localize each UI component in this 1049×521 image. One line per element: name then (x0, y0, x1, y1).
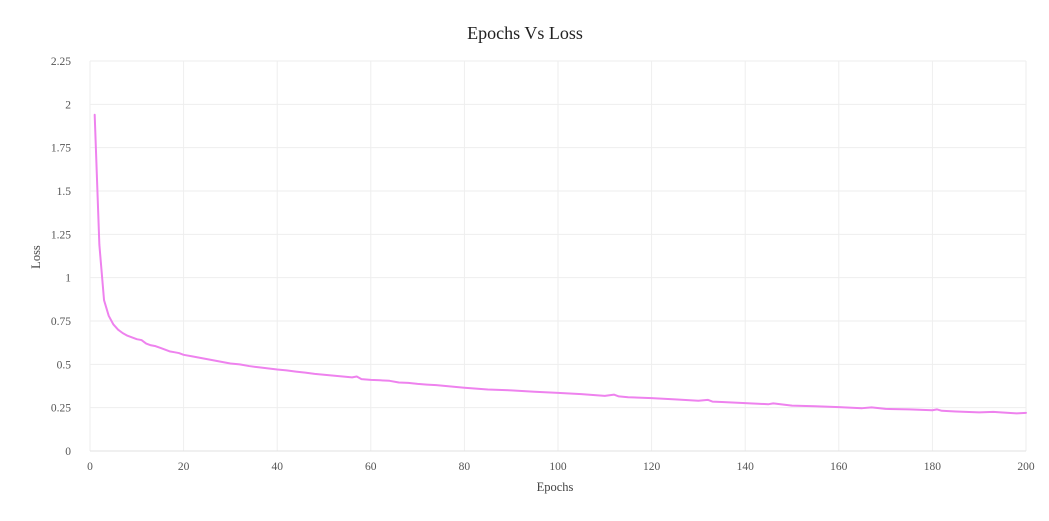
x-tick-label: 160 (830, 461, 848, 473)
x-tick-label: 0 (87, 461, 93, 473)
x-tick-label: 120 (643, 461, 661, 473)
x-tick-label: 60 (365, 461, 377, 473)
x-axis-title: Epochs (537, 480, 574, 494)
chart-title: Epochs Vs Loss (467, 23, 583, 43)
x-tick-label: 140 (737, 461, 755, 473)
y-axis-title: Loss (29, 245, 43, 269)
y-tick-label: 1.25 (51, 229, 71, 241)
x-tick-label: 200 (1017, 461, 1035, 473)
y-tick-label: 1 (65, 273, 71, 285)
x-tick-label: 100 (549, 461, 567, 473)
y-tick-label: 0.5 (57, 359, 72, 371)
x-tick-label: 180 (924, 461, 942, 473)
y-axis-tick-labels: 0 0.25 0.5 0.75 1 1.25 1.5 1.75 2 2.25 (51, 56, 71, 458)
y-tick-label: 0.75 (51, 316, 71, 328)
y-tick-label: 0 (65, 446, 71, 458)
y-tick-label: 0.25 (51, 403, 71, 415)
x-tick-label: 40 (271, 461, 283, 473)
loss-series-line (93, 113, 1027, 415)
x-axis-tick-labels: 0 20 40 60 80 100 120 140 160 180 200 (87, 461, 1035, 473)
x-tick-label: 20 (178, 461, 190, 473)
series-layer (93, 113, 1027, 415)
y-tick-label: 2.25 (51, 56, 71, 68)
y-tick-label: 1.75 (51, 143, 71, 155)
y-tick-label: 2 (65, 99, 71, 111)
x-tick-label: 80 (459, 461, 471, 473)
y-tick-label: 1.5 (57, 186, 72, 198)
